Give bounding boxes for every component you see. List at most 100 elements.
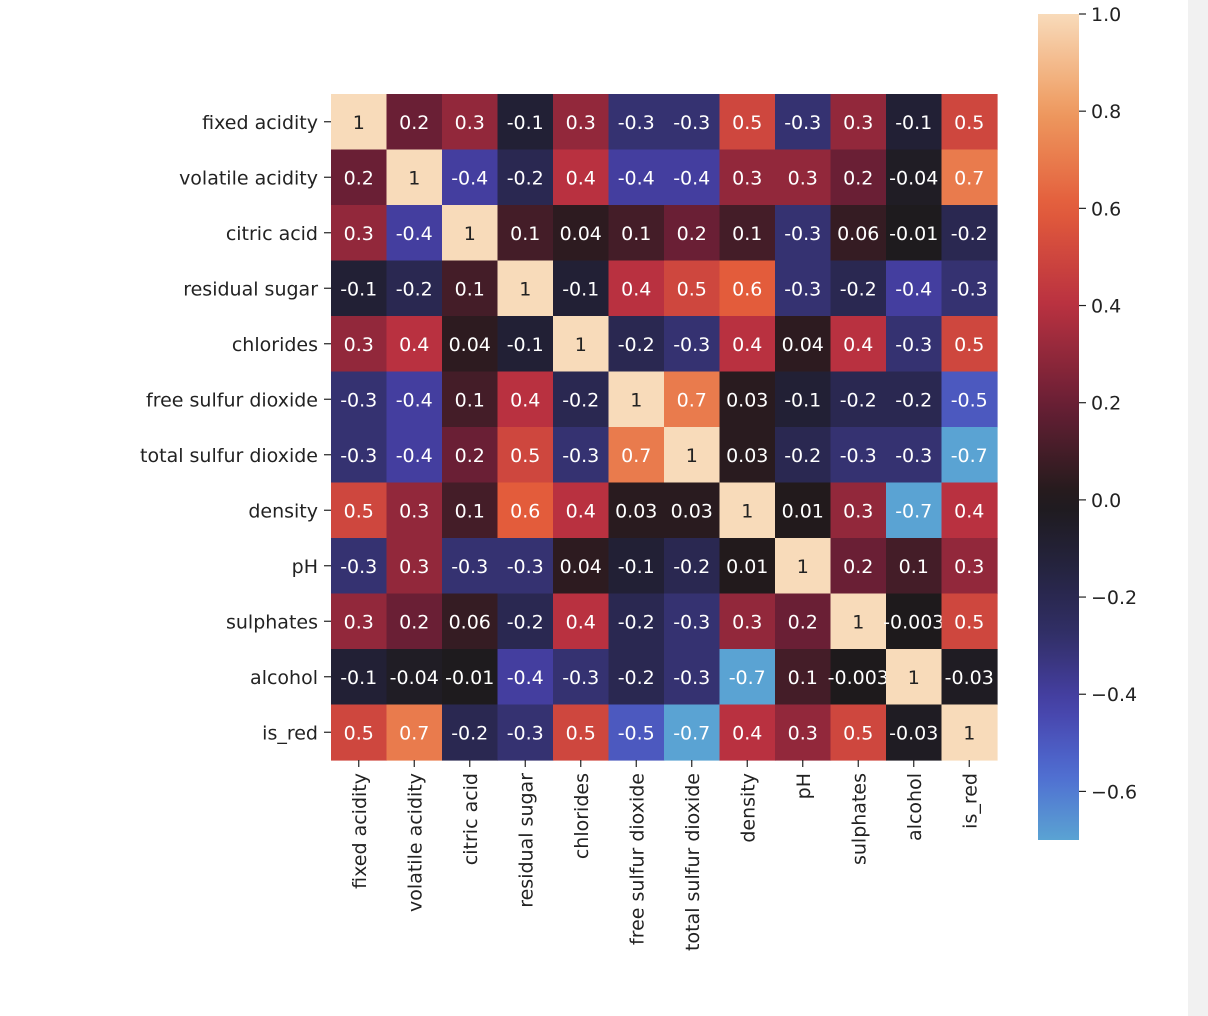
heatmap-cell — [886, 704, 943, 761]
heatmap-cell-label: -0.003 — [828, 667, 889, 689]
heatmap-cell — [497, 260, 554, 317]
heatmap-cell — [941, 205, 998, 262]
heatmap-cell — [553, 593, 610, 650]
heatmap-cell-label: 1 — [908, 667, 920, 689]
heatmap-cell-label: 0.5 — [954, 611, 984, 633]
heatmap-cell-label: -0.3 — [507, 722, 544, 744]
heatmap-cell — [664, 260, 721, 317]
heatmap-cell-label: 0.5 — [954, 112, 984, 134]
heatmap-cell-label: -0.03 — [889, 722, 938, 744]
heatmap-cell — [941, 538, 998, 595]
heatmap-cell — [608, 94, 665, 151]
heatmap-cell — [775, 704, 832, 761]
heatmap-cell-label: 0.2 — [399, 611, 429, 633]
heatmap-cell — [497, 149, 554, 206]
heatmap-cell — [941, 94, 998, 151]
heatmap-cell-label: -0.2 — [507, 167, 544, 189]
heatmap-cell-label: -0.4 — [618, 167, 655, 189]
heatmap-cell — [497, 371, 554, 428]
heatmap-cell-label: -0.3 — [507, 556, 544, 578]
heatmap-cell-label: 0.1 — [510, 223, 540, 245]
column-tick-label: chlorides — [571, 773, 593, 859]
page-scrollbar-track[interactable] — [1188, 0, 1208, 1016]
heatmap-cell — [775, 538, 832, 595]
heatmap-cell — [386, 149, 443, 206]
heatmap-cell-label: 0.3 — [399, 500, 429, 522]
heatmap-cell-label: -0.4 — [451, 167, 488, 189]
heatmap-cell — [941, 371, 998, 428]
heatmap-cell-label: -0.5 — [951, 389, 988, 411]
heatmap-cell-label: -0.2 — [618, 611, 655, 633]
heatmap-cell-label: 0.1 — [455, 389, 485, 411]
heatmap-cell — [608, 704, 665, 761]
heatmap-cell — [331, 205, 388, 262]
heatmap-cell-label: 1 — [797, 556, 809, 578]
heatmap-cell — [664, 538, 721, 595]
heatmap-cell-label: 0.1 — [621, 223, 651, 245]
heatmap-cell — [331, 316, 388, 373]
heatmap-cell-label: 0.1 — [732, 223, 762, 245]
heatmap-cell — [608, 149, 665, 206]
heatmap-cell-label: 0.1 — [788, 667, 818, 689]
heatmap-cell-label: 0.5 — [954, 334, 984, 356]
column-tick-label: alcohol — [904, 773, 926, 841]
heatmap-cell — [664, 94, 721, 151]
heatmap-cell — [886, 149, 943, 206]
heatmap-cell-label: 0.03 — [726, 389, 768, 411]
heatmap-cell — [497, 538, 554, 595]
heatmap-cell — [442, 427, 499, 484]
heatmap-cell — [886, 482, 943, 539]
heatmap-cell — [886, 260, 943, 317]
heatmap-cell-label: -0.3 — [673, 667, 710, 689]
heatmap-cell — [608, 371, 665, 428]
heatmap-cell-label: 0.6 — [510, 500, 540, 522]
colorbar-tick-label: −0.2 — [1091, 587, 1137, 609]
heatmap-cell — [830, 593, 887, 650]
heatmap-cell — [664, 704, 721, 761]
heatmap-cell-label: -0.1 — [895, 112, 932, 134]
heatmap-cell — [386, 649, 443, 706]
heatmap-cell-label: -0.003 — [883, 611, 944, 633]
heatmap-cell — [775, 149, 832, 206]
row-tick-label: fixed acidity — [202, 112, 318, 134]
row-tick-label: sulphates — [226, 611, 318, 633]
heatmap-cell — [664, 482, 721, 539]
heatmap-cell — [331, 149, 388, 206]
heatmap-cell-label: 1 — [408, 167, 420, 189]
heatmap-cell-label: 0.04 — [560, 556, 602, 578]
heatmap-cell — [497, 94, 554, 151]
heatmap-cell-label: 0.3 — [788, 167, 818, 189]
heatmap-cell — [941, 316, 998, 373]
heatmap-cell — [497, 593, 554, 650]
heatmap-cell-label: -0.3 — [951, 278, 988, 300]
heatmap-cell-label: -0.1 — [507, 112, 544, 134]
heatmap-cell-label: 0.5 — [677, 278, 707, 300]
heatmap-cell-label: -0.4 — [396, 389, 433, 411]
heatmap-cell — [386, 704, 443, 761]
heatmap-cell — [442, 149, 499, 206]
heatmap-cell-label: -0.2 — [451, 722, 488, 744]
heatmap-cell — [886, 427, 943, 484]
heatmap-cell-label: -0.2 — [784, 445, 821, 467]
heatmap-cell-label: 0.5 — [566, 722, 596, 744]
heatmap-cell-label: -0.2 — [507, 611, 544, 633]
heatmap-cell-label: 0.1 — [455, 500, 485, 522]
heatmap-cell — [442, 704, 499, 761]
column-tick-label: is_red — [959, 773, 981, 829]
heatmap-cell-label: -0.2 — [895, 389, 932, 411]
heatmap-cell — [553, 482, 610, 539]
heatmap-cell-label: 0.7 — [954, 167, 984, 189]
heatmap-cell-label: 1 — [686, 445, 698, 467]
heatmap-cell — [775, 316, 832, 373]
heatmap-cell — [941, 704, 998, 761]
heatmap-cell-label: 0.3 — [344, 611, 374, 633]
heatmap-cell — [331, 260, 388, 317]
heatmap-cell-label: -0.3 — [784, 223, 821, 245]
heatmap-cell-label: 0.5 — [843, 722, 873, 744]
heatmap-cell-label: 0.4 — [732, 722, 762, 744]
heatmap-cell — [886, 593, 943, 650]
heatmap-cell — [830, 149, 887, 206]
heatmap-cell-label: 1 — [963, 722, 975, 744]
heatmap-cell-label: 0.2 — [843, 167, 873, 189]
heatmap-cell — [775, 482, 832, 539]
